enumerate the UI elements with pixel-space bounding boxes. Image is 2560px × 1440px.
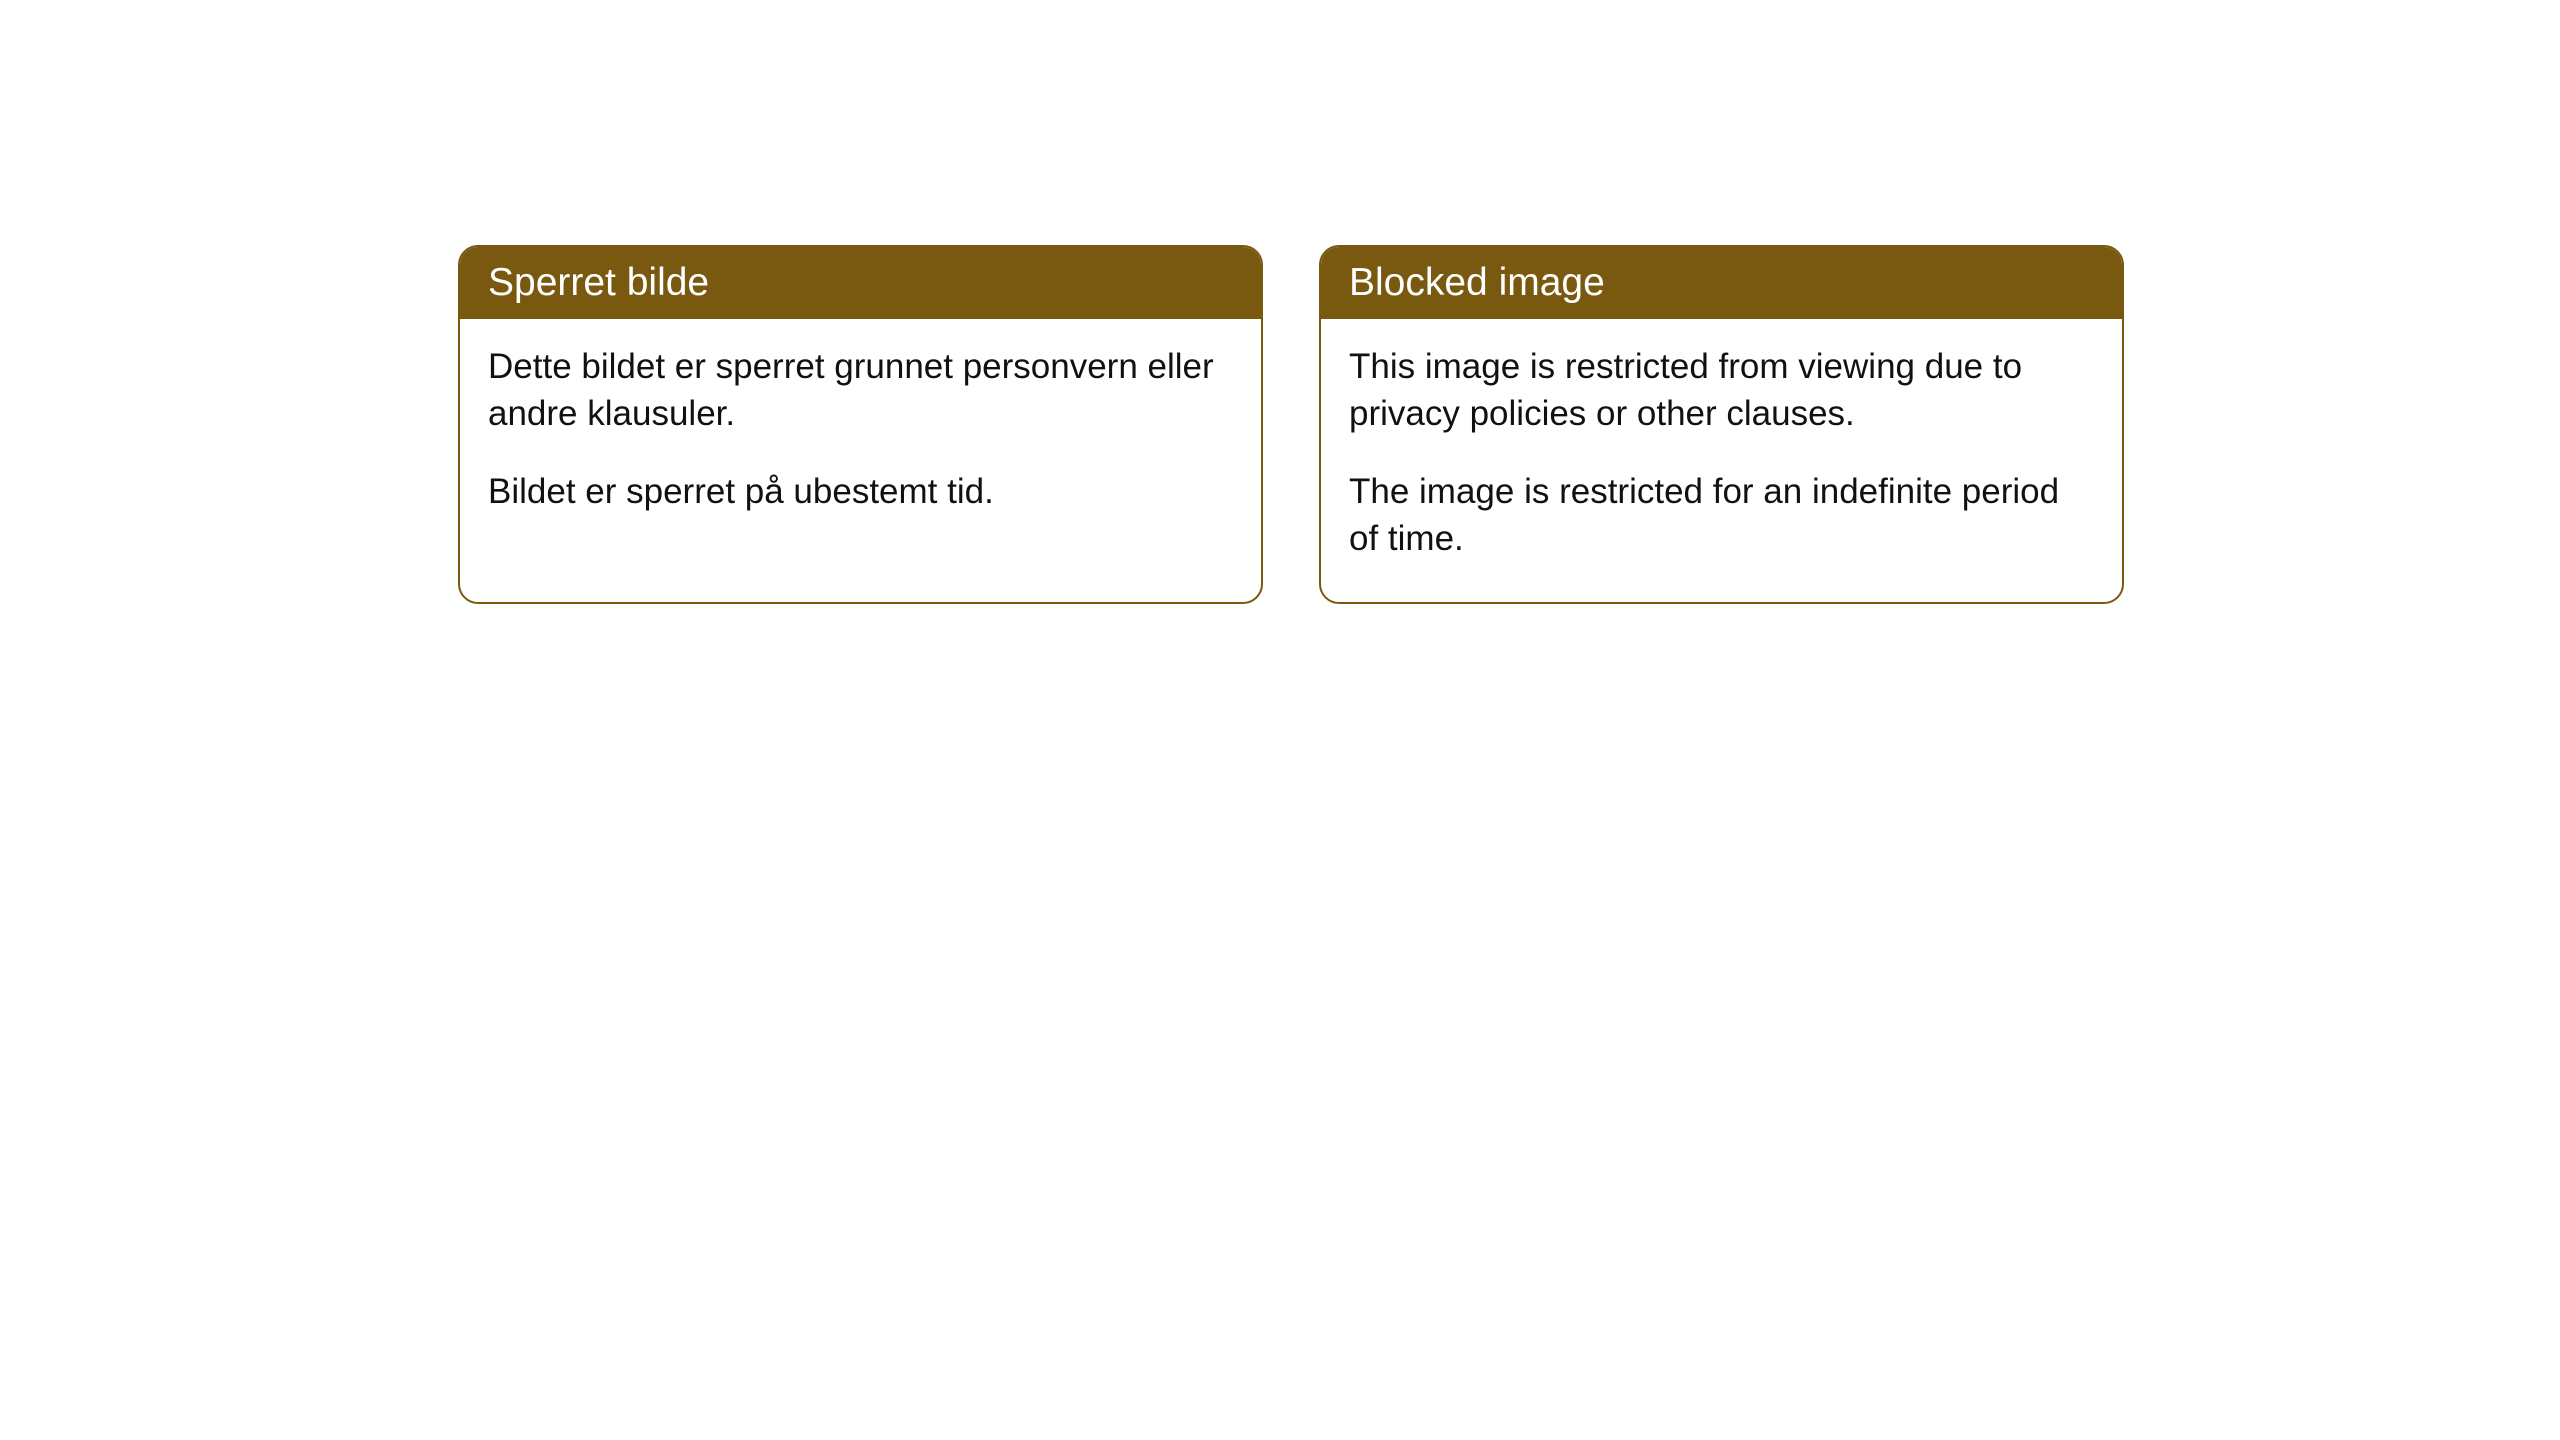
notice-card-english: Blocked image This image is restricted f…: [1319, 245, 2124, 604]
card-paragraph: The image is restricted for an indefinit…: [1349, 468, 2094, 563]
card-body: Dette bildet er sperret grunnet personve…: [460, 319, 1261, 555]
card-paragraph: Dette bildet er sperret grunnet personve…: [488, 343, 1233, 438]
card-paragraph: Bildet er sperret på ubestemt tid.: [488, 468, 1233, 515]
card-paragraph: This image is restricted from viewing du…: [1349, 343, 2094, 438]
notice-container: Sperret bilde Dette bildet er sperret gr…: [0, 0, 2560, 604]
notice-card-norwegian: Sperret bilde Dette bildet er sperret gr…: [458, 245, 1263, 604]
card-body: This image is restricted from viewing du…: [1321, 319, 2122, 602]
card-header: Sperret bilde: [460, 247, 1261, 319]
card-header: Blocked image: [1321, 247, 2122, 319]
